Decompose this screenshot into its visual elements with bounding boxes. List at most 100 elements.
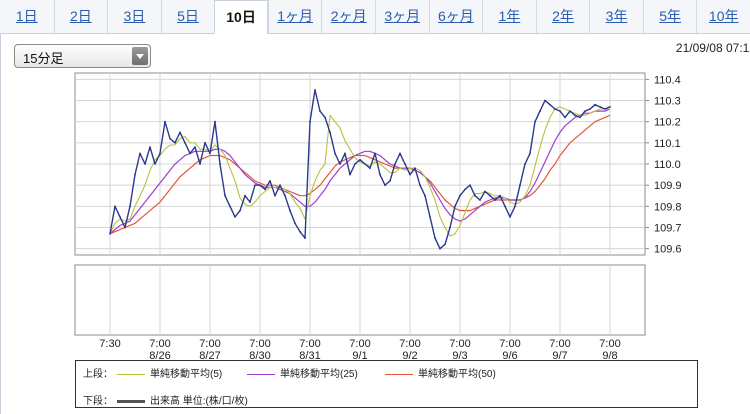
price-point bbox=[519, 184, 521, 187]
price-point bbox=[539, 110, 541, 112]
legend-upper-label: 上段： bbox=[83, 369, 113, 380]
price-point bbox=[149, 146, 151, 149]
legend-upper-row: 上段： 単純移動平均(5) 単純移動平均(25) 単純移動平均(50) bbox=[83, 365, 496, 380]
price-point bbox=[424, 194, 426, 197]
price-point bbox=[569, 110, 571, 112]
interval-select[interactable]: 15分足 bbox=[14, 44, 151, 68]
price-point bbox=[549, 103, 551, 106]
price-point bbox=[494, 199, 496, 201]
price-point bbox=[429, 216, 431, 218]
price-point bbox=[464, 188, 466, 191]
price-point bbox=[534, 120, 536, 123]
x-tick-label: 7:00 9/7 bbox=[549, 338, 570, 362]
price-point bbox=[564, 116, 566, 119]
y-tick-label: 110.1 bbox=[654, 138, 681, 150]
legend-ma50: 単純移動平均(50) bbox=[385, 365, 496, 380]
price-point bbox=[554, 108, 556, 110]
price-point bbox=[579, 116, 581, 119]
price-point bbox=[284, 194, 286, 197]
price-point bbox=[254, 184, 256, 187]
price-point bbox=[574, 114, 576, 117]
x-tick-label: 7:00 9/6 bbox=[499, 338, 520, 362]
price-point bbox=[384, 184, 386, 187]
price-point bbox=[444, 243, 446, 246]
price-point bbox=[379, 173, 381, 176]
tab-3年[interactable]: 3年 bbox=[589, 0, 643, 33]
price-point bbox=[234, 216, 236, 218]
y-tick-label: 110.0 bbox=[654, 159, 681, 171]
price-point bbox=[364, 163, 366, 165]
tab-2日[interactable]: 2日 bbox=[53, 0, 108, 33]
x-tick-label: 7:00 8/30 bbox=[249, 338, 270, 362]
legend-volume-swatch bbox=[117, 399, 145, 403]
legend-ma5: 単純移動平均(5) bbox=[117, 365, 222, 380]
price-point bbox=[479, 199, 481, 201]
price-point bbox=[229, 205, 231, 208]
y-tick-label: 109.6 bbox=[654, 244, 682, 256]
tab-10日[interactable]: 10日 bbox=[214, 0, 268, 34]
tab-3ヶ月[interactable]: 3ヶ月 bbox=[375, 0, 429, 33]
price-point bbox=[309, 120, 311, 123]
price-point bbox=[339, 163, 341, 165]
price-point bbox=[459, 194, 461, 197]
price-point bbox=[134, 173, 136, 176]
tab-10年[interactable]: 10年 bbox=[696, 0, 750, 33]
price-point bbox=[394, 163, 396, 165]
tab-3日[interactable]: 3日 bbox=[107, 0, 161, 33]
price-point bbox=[314, 89, 316, 91]
tab-2年[interactable]: 2年 bbox=[535, 0, 590, 33]
price-point bbox=[449, 226, 451, 229]
y-tick-label: 109.7 bbox=[654, 222, 682, 234]
tab-5年[interactable]: 5年 bbox=[642, 0, 697, 33]
legend-ma50-label: 単純移動平均(50) bbox=[418, 369, 496, 380]
price-point bbox=[504, 205, 506, 208]
chevron-down-icon bbox=[136, 54, 144, 59]
price-point bbox=[419, 184, 421, 187]
price-point bbox=[269, 180, 271, 182]
price-point bbox=[604, 108, 606, 110]
price-point bbox=[609, 106, 611, 108]
price-point bbox=[584, 110, 586, 112]
price-point bbox=[204, 141, 206, 144]
price-point bbox=[489, 194, 491, 197]
price-point bbox=[214, 120, 216, 123]
price-point bbox=[329, 131, 331, 134]
price-point bbox=[474, 194, 476, 197]
x-tick-label: 7:00 8/31 bbox=[299, 338, 320, 362]
price-point bbox=[244, 194, 246, 197]
price-point bbox=[224, 194, 226, 197]
tab-6ヶ月[interactable]: 6ヶ月 bbox=[428, 0, 483, 33]
tab-1日[interactable]: 1日 bbox=[15, 8, 38, 24]
legend-volume: 出来高 単位:(株/口/枚) bbox=[117, 392, 248, 407]
chart-frame bbox=[0, 34, 750, 414]
price-point bbox=[289, 209, 291, 212]
legend-lower-row: 下段： 出来高 単位:(株/口/枚) bbox=[83, 392, 248, 407]
price-point bbox=[559, 110, 561, 112]
price-point bbox=[209, 152, 211, 155]
price-point bbox=[249, 201, 251, 204]
price-point bbox=[194, 146, 196, 149]
price-point bbox=[319, 110, 321, 112]
price-point bbox=[139, 152, 141, 155]
legend-lower-label: 下段： bbox=[83, 396, 113, 407]
dropdown-button[interactable] bbox=[132, 47, 148, 65]
ma50-line bbox=[109, 114, 611, 235]
tab-1年[interactable]: 1年 bbox=[482, 0, 536, 33]
price-point bbox=[529, 152, 531, 155]
price-point bbox=[484, 190, 486, 193]
period-tabs: 1日 2日 3日 5日 10日 1ヶ月 2ヶ月 3ヶ月 6ヶ月 1年 2年 3年 5年 10年 bbox=[0, 0, 750, 34]
price-point bbox=[359, 158, 361, 161]
price-point bbox=[354, 163, 356, 165]
tab-5日[interactable]: 5日 bbox=[160, 0, 215, 33]
price-point bbox=[374, 152, 376, 155]
price-point bbox=[184, 141, 186, 144]
price-point bbox=[169, 137, 171, 140]
price-point bbox=[144, 163, 146, 165]
x-tick-label: 7:30 bbox=[99, 338, 120, 350]
tab-2ヶ月[interactable]: 2ヶ月 bbox=[321, 0, 375, 33]
tab-1ヶ月[interactable]: 1ヶ月 bbox=[267, 0, 322, 33]
price-point bbox=[344, 152, 346, 155]
price-point bbox=[174, 141, 176, 144]
x-tick-label: 7:00 8/26 bbox=[149, 338, 170, 362]
legend-ma25-swatch bbox=[247, 373, 275, 375]
